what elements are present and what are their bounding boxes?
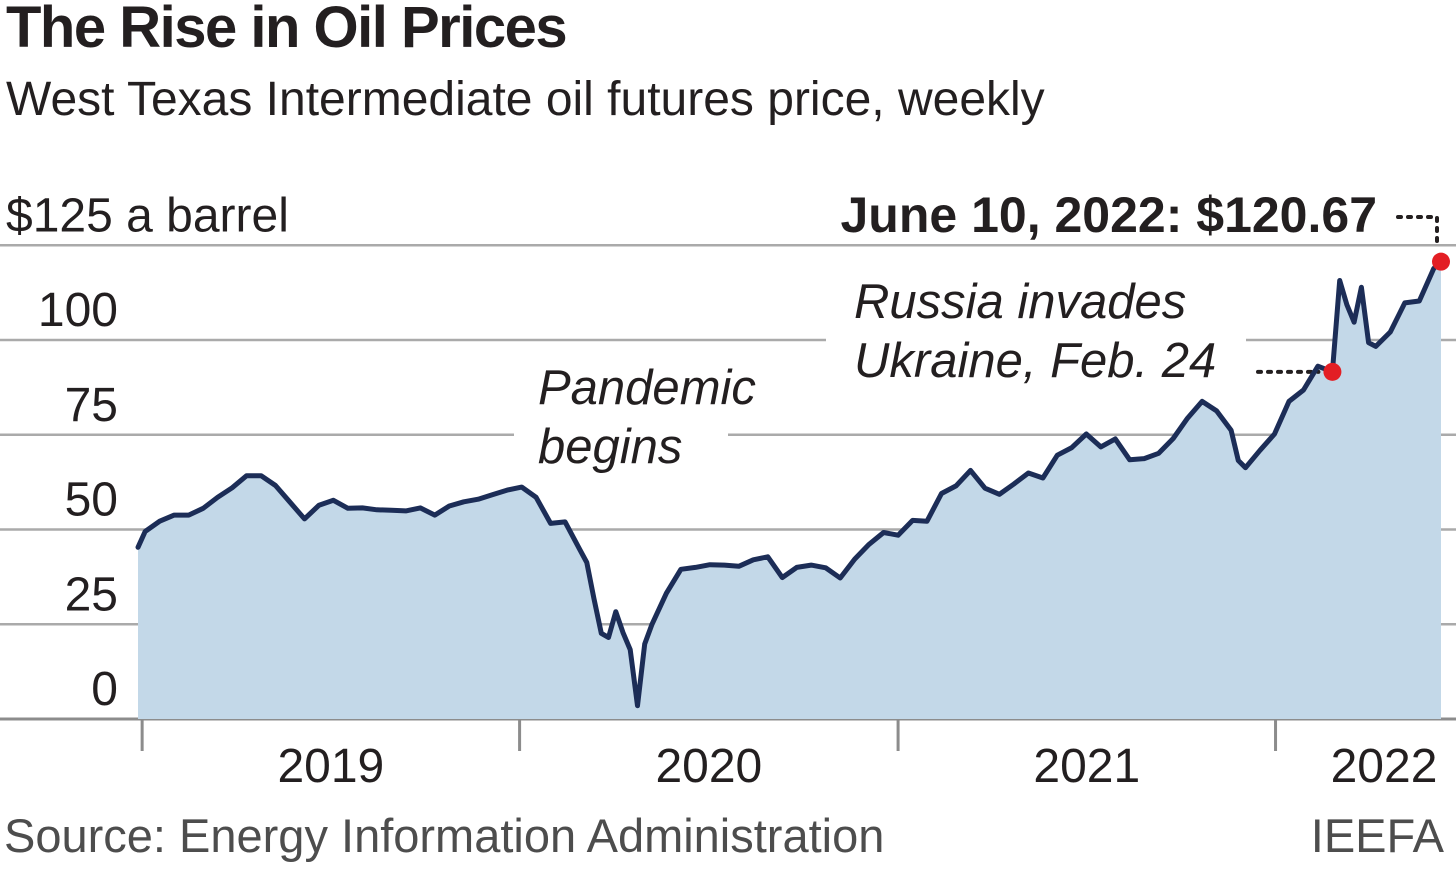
invasion-marker [1323, 362, 1342, 381]
y-axis-ticks: 0 25 50 75 100 $125 a barrel [6, 189, 289, 716]
x-tick-label: 2020 [655, 740, 762, 793]
y-tick-label: 50 [65, 474, 118, 527]
y-tick-label: $125 a barrel [6, 189, 289, 242]
y-tick-label: 100 [38, 284, 118, 337]
source-note: Source: Energy Information Administratio… [4, 809, 885, 862]
peak-marker [1432, 252, 1450, 271]
pandemic-annotation: Pandemic [538, 361, 756, 415]
x-axis: 2019 2020 2021 2022 [140, 719, 1438, 793]
x-tick-label: 2019 [277, 740, 384, 793]
chart-subtitle: West Texas Intermediate oil futures pric… [6, 73, 1045, 126]
chart-title: The Rise in Oil Prices [6, 0, 568, 60]
credit-label: IEEFA [1310, 809, 1444, 862]
label-background [514, 416, 728, 456]
pandemic-annotation: begins [538, 420, 682, 474]
y-tick-label: 75 [65, 379, 118, 432]
invasion-annotation: Ukraine, Feb. 24 [854, 334, 1216, 388]
invasion-annotation: Russia invades [854, 275, 1186, 329]
x-tick-label: 2022 [1331, 740, 1438, 793]
y-tick-label: 0 [91, 663, 118, 716]
price-area [138, 261, 1441, 719]
label-background [826, 322, 1246, 362]
markers [1323, 252, 1450, 381]
peak-annotation: June 10, 2022: $120.67 [841, 187, 1378, 243]
y-tick-label: 25 [65, 568, 118, 621]
peak-leader [1396, 215, 1439, 250]
price-line [135, 259, 1444, 709]
x-tick-label: 2021 [1033, 740, 1140, 793]
